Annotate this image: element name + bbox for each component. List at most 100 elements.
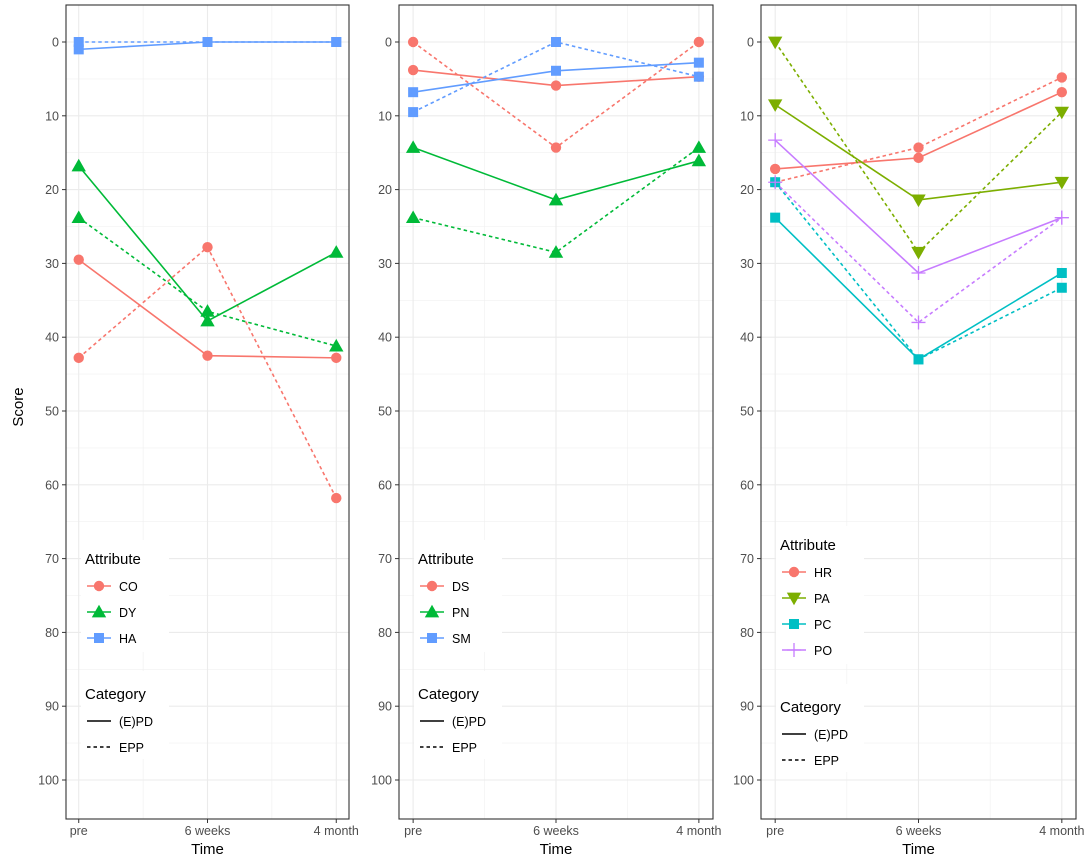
data-point-ha xyxy=(73,37,84,47)
legend-key-pc xyxy=(789,619,799,629)
x-axis-title: Time xyxy=(191,841,224,858)
legend-key-hr xyxy=(788,566,800,578)
data-point-ds xyxy=(550,142,562,153)
data-point-ds xyxy=(550,80,562,91)
y-tick-label: 60 xyxy=(740,478,754,492)
data-point-po xyxy=(768,175,783,190)
series-line-po-epp xyxy=(774,181,1063,324)
data-point-pa xyxy=(1054,176,1070,190)
legend-key-co xyxy=(93,580,105,592)
x-tick-label: pre xyxy=(70,824,88,838)
legend-label-category: EPP xyxy=(119,741,144,755)
data-point-ha xyxy=(73,44,84,55)
data-point-pa xyxy=(911,194,926,208)
data-point-hr xyxy=(1056,86,1068,98)
legend-label-category: EPP xyxy=(452,741,477,755)
data-point-co xyxy=(331,492,342,504)
y-tick-label: 30 xyxy=(378,257,392,271)
data-point-pn xyxy=(691,153,707,167)
legend-label-pn: PN xyxy=(452,606,469,620)
data-point-sm xyxy=(408,107,419,118)
legend-key-po xyxy=(787,643,801,657)
data-point-co xyxy=(73,254,84,265)
data-point-dy xyxy=(200,304,215,317)
legend-label-dy: DY xyxy=(119,606,137,620)
x-tick-label: pre xyxy=(404,824,422,838)
legend-category-box xyxy=(414,671,502,759)
data-point-sm xyxy=(693,71,704,82)
plot-border xyxy=(398,4,714,820)
data-point-dy xyxy=(71,210,86,224)
legend-label-category: (E)PD xyxy=(814,728,848,742)
data-point-po xyxy=(911,265,926,280)
data-point-pa xyxy=(767,99,783,112)
chart-panel-2: 0 10 20 30 40 50 60 70 80 90 100 pre 6 weeks 4 month T… xyxy=(371,4,721,858)
data-point-co xyxy=(73,352,84,364)
legend-attribute-title: Attribute xyxy=(780,537,836,554)
y-tick-label: 70 xyxy=(45,552,59,566)
y-tick-label: 80 xyxy=(740,626,754,640)
data-point-pa xyxy=(911,246,926,260)
y-tick-label: 10 xyxy=(45,109,59,123)
y-tick-label: 90 xyxy=(740,700,754,714)
y-tick-label: 80 xyxy=(378,626,392,640)
legend-category-box xyxy=(81,671,169,759)
x-tick-label: pre xyxy=(766,824,784,838)
y-tick-label: 100 xyxy=(371,774,392,788)
data-point-pc xyxy=(1056,267,1067,278)
data-point-co xyxy=(331,352,342,364)
data-point-sm xyxy=(551,65,561,76)
y-tick-label: 80 xyxy=(45,626,59,640)
legend-label-sm: SM xyxy=(452,632,471,646)
y-tick-label: 60 xyxy=(45,478,59,492)
x-axis-title: Time xyxy=(902,841,935,858)
x-axis-title: Time xyxy=(540,841,573,858)
legend-key-sm xyxy=(427,633,437,643)
y-tick-label: 30 xyxy=(740,257,754,271)
chart-panel-1: 0 10 20 30 40 50 60 70 80 90 100 pre 6 weeks 4 month T… xyxy=(10,4,359,858)
y-tick-label: 20 xyxy=(45,183,59,197)
legend-category-title: Category xyxy=(85,686,146,703)
y-axis-title: Score xyxy=(10,387,27,426)
legend-category-title: Category xyxy=(780,699,841,716)
y-tick-label: 50 xyxy=(378,405,392,419)
data-point-dy xyxy=(329,245,344,258)
data-point-hr xyxy=(1056,72,1068,83)
data-point-dy xyxy=(200,313,215,327)
data-point-ha xyxy=(202,37,213,47)
series-line-hr-epp xyxy=(774,76,1063,183)
x-tick-label: 4 month xyxy=(1039,824,1084,838)
data-point-ds xyxy=(407,36,419,48)
y-tick-label: 70 xyxy=(740,552,754,566)
y-tick-label: 40 xyxy=(378,331,392,345)
legend-key-dy xyxy=(91,604,107,618)
data-point-co xyxy=(202,350,213,361)
y-tick-label: 0 xyxy=(747,36,754,50)
data-point-pn xyxy=(405,210,421,224)
chart-panel-3: 0 10 20 30 40 50 60 70 80 90 100 pre 6 weeks 4 month T… xyxy=(733,4,1084,858)
legend-label-category: (E)PD xyxy=(452,715,486,729)
plot-border xyxy=(760,4,1077,820)
data-point-pa xyxy=(1054,106,1070,120)
data-point-pn xyxy=(405,140,421,153)
data-point-hr xyxy=(913,142,924,153)
y-tick-label: 0 xyxy=(385,36,392,50)
data-point-ds xyxy=(407,64,419,76)
y-tick-label: 50 xyxy=(740,405,754,419)
y-tick-label: 40 xyxy=(740,331,754,345)
y-tick-label: 30 xyxy=(45,257,59,271)
y-tick-label: 40 xyxy=(45,331,59,345)
legend-label-ha: HA xyxy=(119,632,137,646)
y-tick-label: 10 xyxy=(378,109,392,123)
data-point-ha xyxy=(331,37,342,47)
x-tick-label: 6 weeks xyxy=(533,824,579,838)
x-tick-label: 4 month xyxy=(676,824,721,838)
data-point-po xyxy=(768,133,783,148)
data-point-pc xyxy=(913,354,924,365)
legend-label-pc: PC xyxy=(814,618,831,632)
y-tick-label: 90 xyxy=(378,700,392,714)
legend-label-category: EPP xyxy=(814,754,839,768)
legend-category-box xyxy=(776,684,864,772)
legend-attribute-title: Attribute xyxy=(85,551,141,568)
data-point-pc xyxy=(1056,282,1067,293)
